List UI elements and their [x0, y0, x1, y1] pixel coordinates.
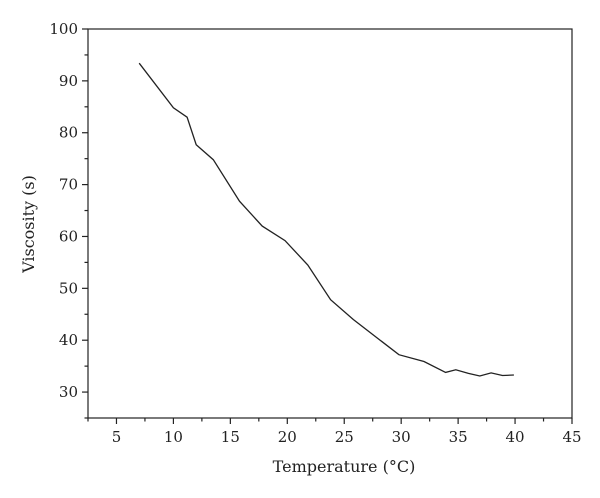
x-tick-label: 15 — [221, 428, 240, 446]
y-tick-label: 60 — [59, 227, 78, 245]
y-tick-label: 100 — [49, 20, 78, 38]
y-tick-label: 80 — [59, 124, 78, 142]
x-tick-label: 20 — [278, 428, 297, 446]
tick-marks — [82, 28, 573, 424]
x-tick-label: 30 — [392, 428, 411, 446]
y-tick-label: 70 — [59, 176, 78, 194]
series-line-1 — [138, 62, 514, 377]
x-tick-label: 35 — [449, 428, 468, 446]
x-tick-label: 45 — [562, 428, 581, 446]
y-tick-label: 30 — [59, 383, 78, 401]
x-axis-title: Temperature (°C) — [273, 457, 416, 476]
y-axis-title: Viscosity (s) — [19, 175, 38, 274]
x-tick-label: 10 — [164, 428, 183, 446]
x-tick-label: 25 — [335, 428, 354, 446]
x-tick-label: 5 — [112, 428, 122, 446]
axes-frame — [87, 28, 573, 419]
x-tick-label: 40 — [506, 428, 525, 446]
plot-frame — [87, 28, 573, 419]
y-tick-label: 90 — [59, 72, 78, 90]
series-group — [138, 62, 514, 377]
y-tick-label: 50 — [59, 279, 78, 297]
tick-labels: 5 10 15 20 25 30 35 40 45 30 40 50 60 70 80 90 100 — [49, 20, 581, 446]
y-tick-label: 40 — [59, 331, 78, 349]
